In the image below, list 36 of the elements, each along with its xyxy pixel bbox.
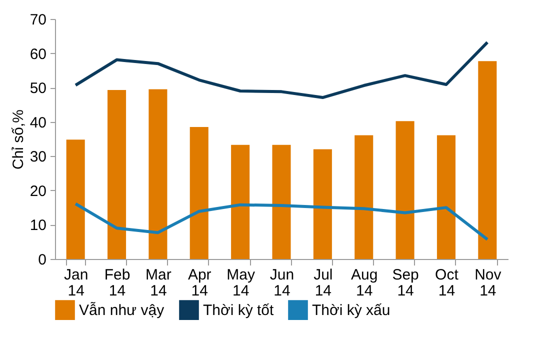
bar (436, 135, 456, 259)
y-tick-label: 50 (30, 80, 46, 98)
bar (272, 144, 291, 259)
x-tick-label: Sep 14 (392, 266, 419, 300)
bar (396, 121, 414, 259)
line-series (74, 202, 489, 241)
x-tick-label: May 14 (226, 266, 256, 300)
y-tick-label: 10 (30, 217, 46, 234)
y-tick-label: 70 (30, 12, 46, 28)
line-series (74, 40, 489, 100)
y-tick-label: 20 (30, 182, 46, 200)
legend-label: Vẫn như vậy (79, 302, 165, 320)
bar (313, 149, 332, 259)
bar (478, 61, 497, 259)
bar (108, 90, 126, 259)
bar (354, 135, 374, 259)
x-tick-label: Jan 14 (64, 266, 88, 300)
bar (66, 140, 85, 259)
y-tick-label: 0 (38, 252, 46, 268)
x-tick-label: Aug 14 (351, 266, 378, 300)
y-tick-label: 60 (30, 46, 46, 63)
bar (231, 144, 250, 259)
legend-label: Thời kỳ xấu (312, 302, 390, 320)
x-tick-label: Feb 14 (104, 266, 130, 300)
x-tick-label: Jul 14 (314, 266, 333, 300)
x-tick-label: Jun 14 (270, 266, 294, 300)
bar (148, 89, 168, 259)
x-tick-label: Mar 14 (146, 266, 172, 300)
x-tick-label: Oct 14 (435, 266, 460, 300)
x-tick-label: Nov 14 (474, 266, 502, 300)
bar (190, 127, 208, 259)
y-axis-title: Chỉ số,% (10, 109, 27, 170)
x-tick-label: Apr 14 (188, 266, 212, 300)
legend-label: Thời kỳ tốt (203, 302, 275, 320)
y-tick-label: 30 (30, 148, 46, 166)
y-tick-label: 40 (30, 114, 46, 132)
